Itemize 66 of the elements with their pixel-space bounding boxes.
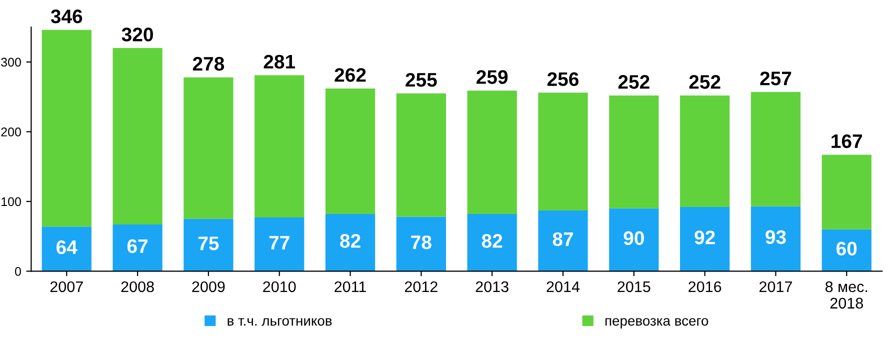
bar xyxy=(467,90,517,214)
bar xyxy=(467,214,517,272)
bar xyxy=(112,224,162,272)
legend-label: в т.ч. льготников xyxy=(228,318,332,326)
bar xyxy=(609,95,659,208)
total-label: 252 xyxy=(618,75,650,89)
data-label: 75 xyxy=(198,236,219,250)
bar xyxy=(112,48,162,224)
data-label: 87 xyxy=(552,232,573,246)
legend-label: перевозка всего xyxy=(605,318,708,328)
bar xyxy=(42,30,92,227)
x-tick-label: 2014 xyxy=(546,281,580,292)
data-label: 78 xyxy=(411,235,432,250)
y-tick-label: 200 xyxy=(1,128,21,136)
bar xyxy=(325,214,376,272)
bar xyxy=(750,206,801,272)
bar xyxy=(609,208,659,272)
bar xyxy=(680,95,730,208)
bar xyxy=(822,154,872,230)
total-label: 257 xyxy=(760,72,792,86)
data-label: 93 xyxy=(766,230,786,244)
total-label: 281 xyxy=(264,54,296,69)
bar xyxy=(538,210,588,272)
data-label: 64 xyxy=(56,240,78,254)
bar xyxy=(42,226,92,272)
total-label: 167 xyxy=(832,134,862,148)
total-label: 256 xyxy=(547,72,579,86)
x-tick-label: 2013 xyxy=(476,281,508,292)
data-label: 82 xyxy=(482,234,502,248)
total-label: 278 xyxy=(192,56,224,71)
x-tick-label: 2009 xyxy=(192,281,225,292)
bar xyxy=(254,75,304,218)
x-tick-label: 2007 xyxy=(50,281,83,292)
x-tick-label: 8 мес. 2018 xyxy=(825,281,868,309)
y-tick-label: 100 xyxy=(2,197,21,206)
x-tick-label: 2011 xyxy=(334,281,366,292)
data-label: 90 xyxy=(624,231,644,246)
x-tick-label: 2016 xyxy=(688,281,722,292)
y-tick-label: 300 xyxy=(1,58,21,67)
total-label: 346 xyxy=(50,10,82,24)
bar xyxy=(184,218,234,272)
x-tick-label: 2015 xyxy=(618,281,650,292)
data-label: 67 xyxy=(127,239,148,254)
total-label: 259 xyxy=(476,70,508,84)
data-label: 60 xyxy=(836,242,857,256)
x-tick-label: 2012 xyxy=(404,281,438,292)
bar xyxy=(396,93,446,217)
data-label: 82 xyxy=(340,234,360,248)
bar xyxy=(325,88,376,214)
data-label: 77 xyxy=(269,236,290,250)
bar xyxy=(184,77,234,219)
total-label: 255 xyxy=(406,72,437,87)
x-tick-label: 2017 xyxy=(760,281,792,292)
bar xyxy=(396,216,446,272)
x-tick-label: 2010 xyxy=(263,281,296,292)
total-label: 262 xyxy=(334,68,366,82)
bar xyxy=(538,92,588,211)
x-tick-label: 2008 xyxy=(121,281,154,292)
bar xyxy=(822,229,872,272)
bar xyxy=(680,207,730,272)
total-label: 252 xyxy=(689,75,720,89)
total-label: 320 xyxy=(122,28,153,42)
data-label: 92 xyxy=(694,230,715,244)
bar xyxy=(750,92,801,206)
y-tick-label: 0 xyxy=(15,267,21,276)
bar xyxy=(254,218,304,272)
